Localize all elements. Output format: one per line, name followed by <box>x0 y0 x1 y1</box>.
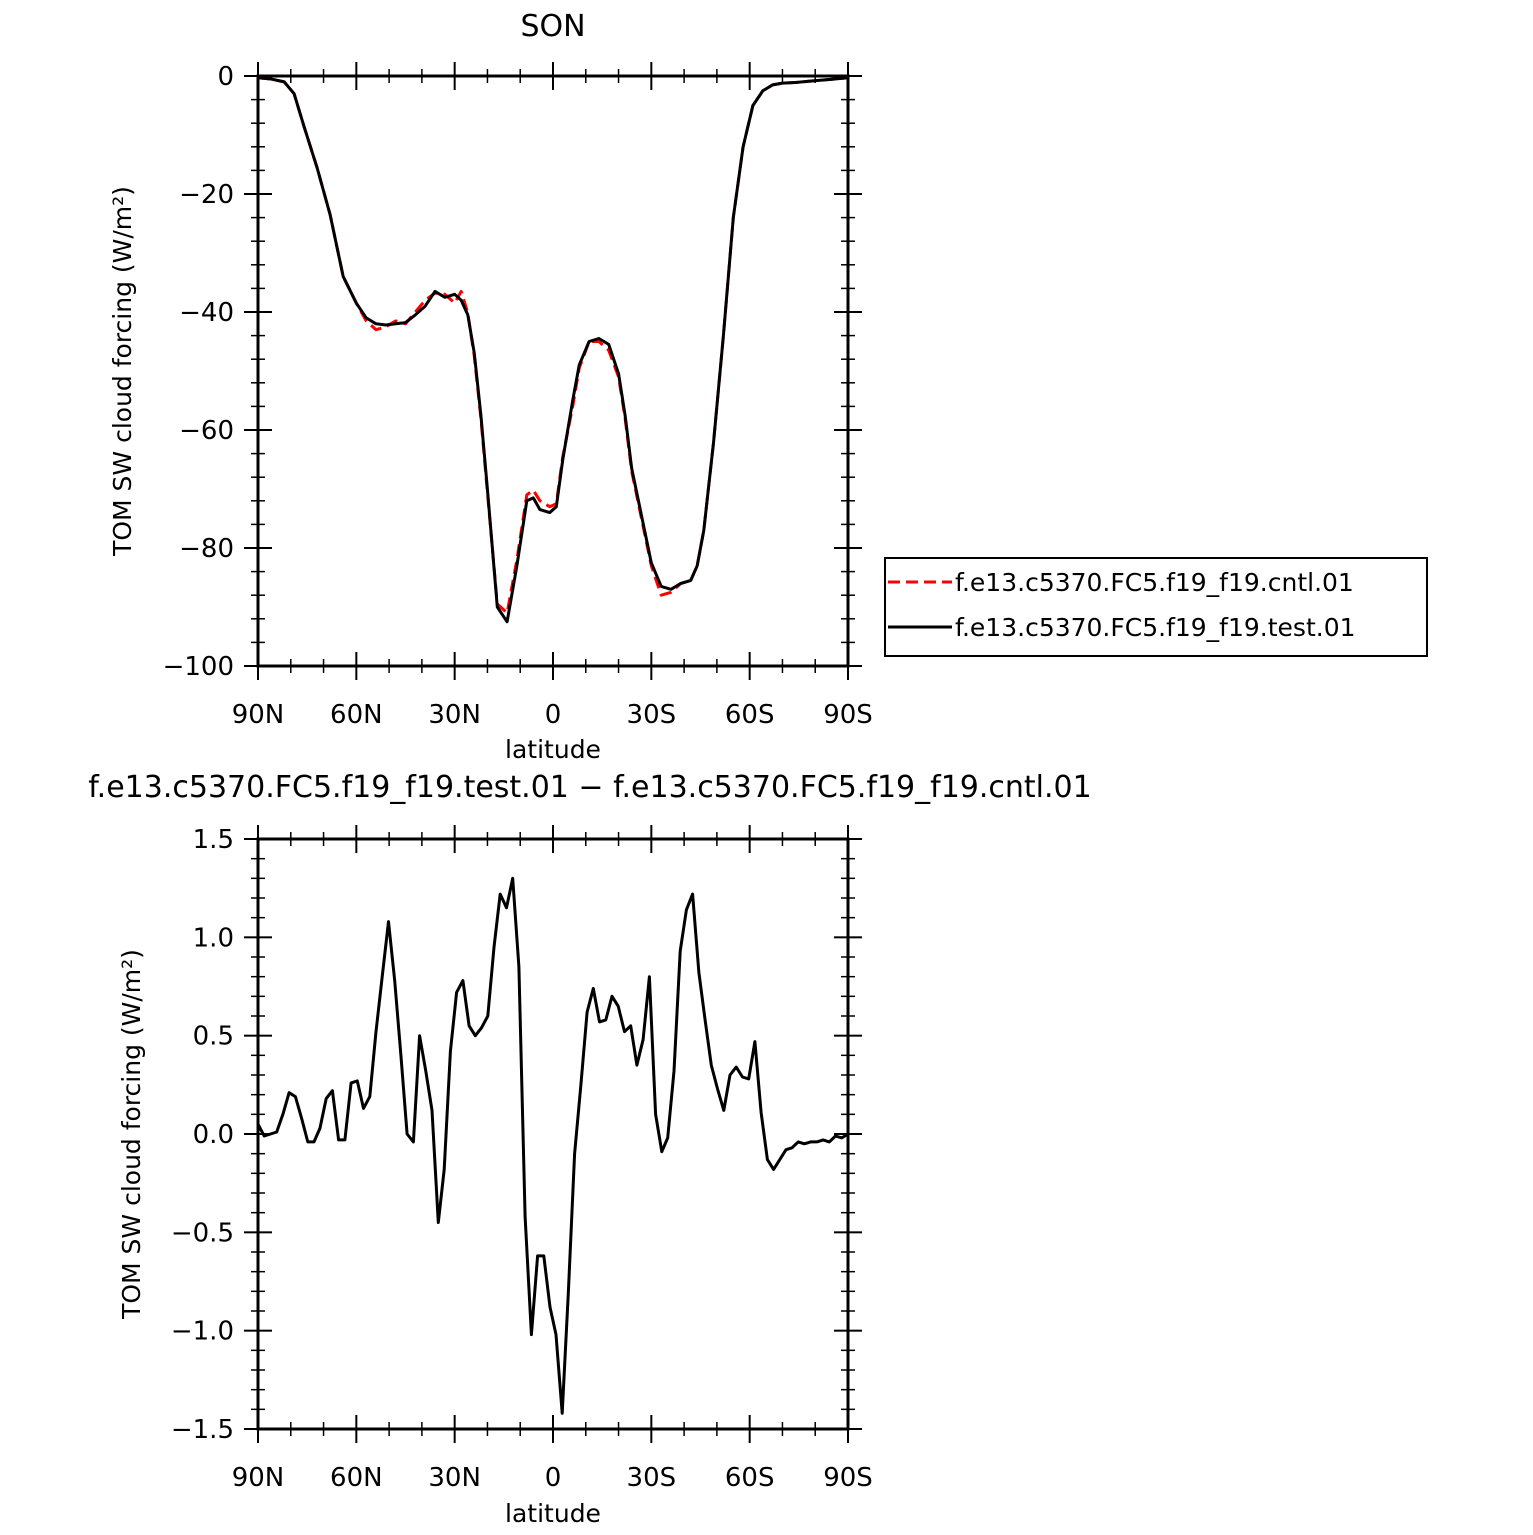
series-line-test <box>257 76 849 624</box>
y-tick-label: 1.0 <box>193 923 234 953</box>
y-tick-label: −20 <box>179 180 234 210</box>
y-axis-title: TOM SW cloud forcing (W/m²) <box>108 186 137 557</box>
x-tick-label: 60N <box>330 700 383 730</box>
x-tick-label: 0 <box>545 700 562 730</box>
y-tick-label: −60 <box>179 416 234 446</box>
legend: f.e13.c5370.FC5.f19_f19.cntl.01 f.e13.c5… <box>884 557 1428 657</box>
x-tick-label: 0 <box>545 1463 562 1493</box>
x-tick-label: 90N <box>232 700 285 730</box>
y-tick-labels: 0 −20 −40 −60 −80 −100 <box>163 62 234 682</box>
series-line-cntl <box>257 76 849 615</box>
x-tick-label: 30S <box>627 700 677 730</box>
x-tick-label: 90S <box>823 1463 873 1493</box>
x-tick-label: 30N <box>428 1463 481 1493</box>
series-line-difference <box>256 876 849 1415</box>
axis-ticks <box>244 62 862 680</box>
axis-ticks <box>244 825 862 1443</box>
y-tick-label: −1.0 <box>171 1317 234 1347</box>
y-tick-label: 1.5 <box>193 825 234 855</box>
x-tick-label: 60N <box>330 1463 383 1493</box>
y-tick-label: 0 <box>217 62 234 92</box>
plot-title: SON <box>520 9 585 44</box>
y-axis-title: TOM SW cloud forcing (W/m²) <box>117 949 146 1320</box>
panel-difference: f.e13.c5370.FC5.f19_f19.test.01 − f.e13.… <box>88 770 1091 1528</box>
x-tick-label: 90S <box>823 700 873 730</box>
x-axis-title: latitude <box>505 735 601 764</box>
x-axis-title: latitude <box>505 1499 601 1528</box>
plot-title: f.e13.c5370.FC5.f19_f19.test.01 − f.e13.… <box>88 770 1091 805</box>
x-tick-labels: 90N 60N 30N 0 30S 60S 90S <box>232 700 873 730</box>
y-tick-label: −100 <box>163 652 234 682</box>
series-group <box>256 876 849 1415</box>
y-tick-labels: 1.5 1.0 0.5 0.0 −0.5 −1.0 −1.5 <box>171 825 234 1445</box>
y-tick-label: −40 <box>179 298 234 328</box>
x-tick-label: 30N <box>428 700 481 730</box>
y-tick-label: 0.0 <box>193 1120 234 1150</box>
x-tick-label: 30S <box>627 1463 677 1493</box>
panel-son-cloud-forcing: SON 0−20−40−60−80−100 90N 60N 30N 0 30S 60S 90… <box>108 9 1428 764</box>
legend-label-cntl: f.e13.c5370.FC5.f19_f19.cntl.01 <box>955 568 1354 597</box>
x-tick-label: 60S <box>725 1463 775 1493</box>
plot-frame <box>256 74 850 668</box>
y-tick-label: −1.5 <box>171 1415 234 1445</box>
legend-label-test: f.e13.c5370.FC5.f19_f19.test.01 <box>955 613 1356 642</box>
series-group <box>257 76 849 624</box>
x-tick-labels: 90N 60N 30N 0 30S 60S 90S <box>232 1463 873 1493</box>
y-tick-label: −0.5 <box>171 1218 234 1248</box>
x-tick-label: 90N <box>232 1463 285 1493</box>
x-tick-label: 60S <box>725 700 775 730</box>
legend-box <box>884 557 1428 657</box>
y-tick-label: 0.5 <box>193 1022 234 1052</box>
y-tick-label: −80 <box>179 534 234 564</box>
